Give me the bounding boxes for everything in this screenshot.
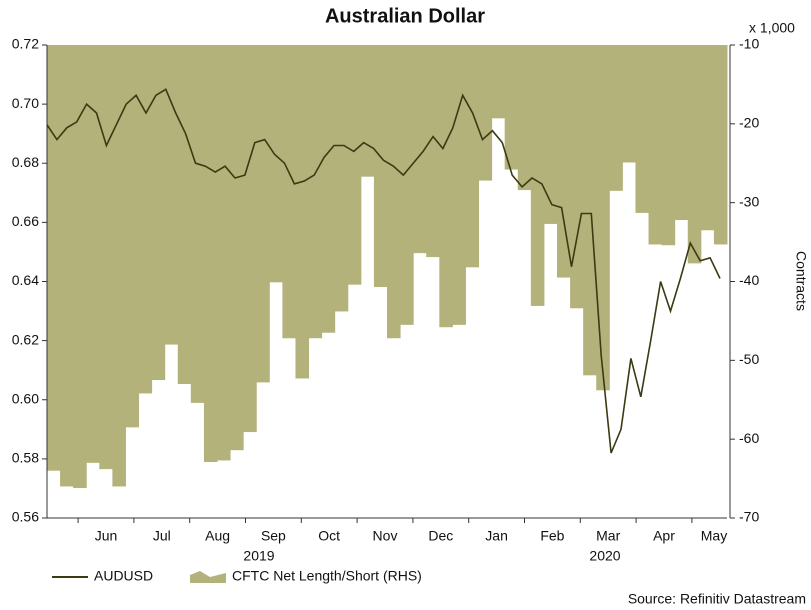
area-step <box>452 45 466 325</box>
area-step <box>439 45 453 328</box>
area-step <box>321 45 336 333</box>
x-tick-label: Apr <box>653 528 675 544</box>
y-tick-label: 0.58 <box>12 450 39 466</box>
area-step <box>230 45 244 451</box>
y2-tick-label: -70 <box>739 509 759 525</box>
y2-tick-label: -60 <box>739 430 759 446</box>
area-step <box>47 45 61 471</box>
area-step <box>557 45 571 278</box>
area-step <box>112 45 126 487</box>
year-label: 2019 <box>243 548 274 564</box>
x-tick-label: Dec <box>428 528 453 544</box>
area-step <box>635 45 650 213</box>
line-series <box>46 88 721 454</box>
y2-unit: x 1,000 <box>749 20 795 36</box>
area-step <box>387 45 401 339</box>
x-tick-label: Oct <box>318 528 340 544</box>
area-step <box>60 45 74 487</box>
y-tick-label: 0.68 <box>12 154 39 170</box>
y2-axis-label: Contracts <box>793 251 809 311</box>
area-step <box>700 45 715 231</box>
y-tick-label: 0.72 <box>12 36 39 52</box>
area-step <box>400 45 414 325</box>
area-step <box>217 45 231 461</box>
area-step <box>269 45 283 283</box>
x-tick-label: Nov <box>373 528 398 544</box>
year-label: 2020 <box>589 548 620 564</box>
area-step <box>661 45 676 246</box>
area-step <box>491 45 506 119</box>
area-step <box>622 45 636 163</box>
source-note: Source: Refinitiv Datastream <box>628 591 806 607</box>
area-step <box>125 45 140 428</box>
legend-label: CFTC Net Length/Short (RHS) <box>232 568 422 584</box>
area-step <box>243 45 257 433</box>
area-step <box>203 45 218 463</box>
area-step <box>596 45 610 391</box>
area-step <box>138 45 153 394</box>
y-tick-label: 0.60 <box>12 390 39 406</box>
area-step <box>583 45 597 376</box>
area-step <box>504 45 519 170</box>
y-tick-label: 0.62 <box>12 331 39 347</box>
x-tick-label: Aug <box>205 528 230 544</box>
y2-tick-label: -40 <box>739 272 759 288</box>
area-step <box>73 45 87 489</box>
area-step <box>648 45 663 245</box>
area-step <box>308 45 323 339</box>
area-step <box>360 45 375 177</box>
area-step <box>164 45 179 345</box>
y2-tick-label: -30 <box>739 193 759 209</box>
area-step <box>177 45 192 384</box>
area-step <box>413 45 427 254</box>
area-step <box>713 45 728 245</box>
y-tick-label: 0.70 <box>12 95 39 111</box>
y-tick-label: 0.56 <box>12 509 39 525</box>
area-step <box>256 45 270 383</box>
area-step <box>465 45 480 268</box>
area-step <box>334 45 349 312</box>
area-step <box>426 45 440 258</box>
chart-title: Australian Dollar <box>325 5 485 27</box>
x-tick-label: May <box>701 528 727 544</box>
legend-swatch <box>190 571 226 583</box>
area-step <box>99 45 113 470</box>
area-step <box>373 45 388 288</box>
y-tick-label: 0.64 <box>12 272 39 288</box>
area-step <box>687 45 702 264</box>
area-step <box>86 45 100 463</box>
x-tick-label: Jan <box>485 528 508 544</box>
area-step <box>190 45 205 403</box>
line-layer <box>46 88 721 454</box>
area-step <box>530 45 545 306</box>
y-tick-label: 0.66 <box>12 213 39 229</box>
area-step <box>674 45 689 221</box>
y2-tick-label: -50 <box>739 351 759 367</box>
x-tick-label: Feb <box>540 528 564 544</box>
y2-tick-label: -20 <box>739 115 759 131</box>
area-step <box>517 45 532 191</box>
x-tick-label: Jun <box>95 528 118 544</box>
area-step <box>151 45 166 381</box>
area-step <box>543 45 558 224</box>
y2-tick-label: -10 <box>739 36 759 52</box>
area-step <box>295 45 310 379</box>
x-tick-label: Mar <box>596 528 620 544</box>
area-step <box>282 45 296 339</box>
area-step <box>347 45 362 285</box>
legend-label: AUDUSD <box>94 568 153 584</box>
x-tick-label: Sep <box>261 528 286 544</box>
area-layer <box>47 45 728 489</box>
area-step <box>478 45 493 181</box>
area-step <box>609 45 623 191</box>
area-step <box>570 45 584 309</box>
x-tick-label: Jul <box>153 528 171 544</box>
